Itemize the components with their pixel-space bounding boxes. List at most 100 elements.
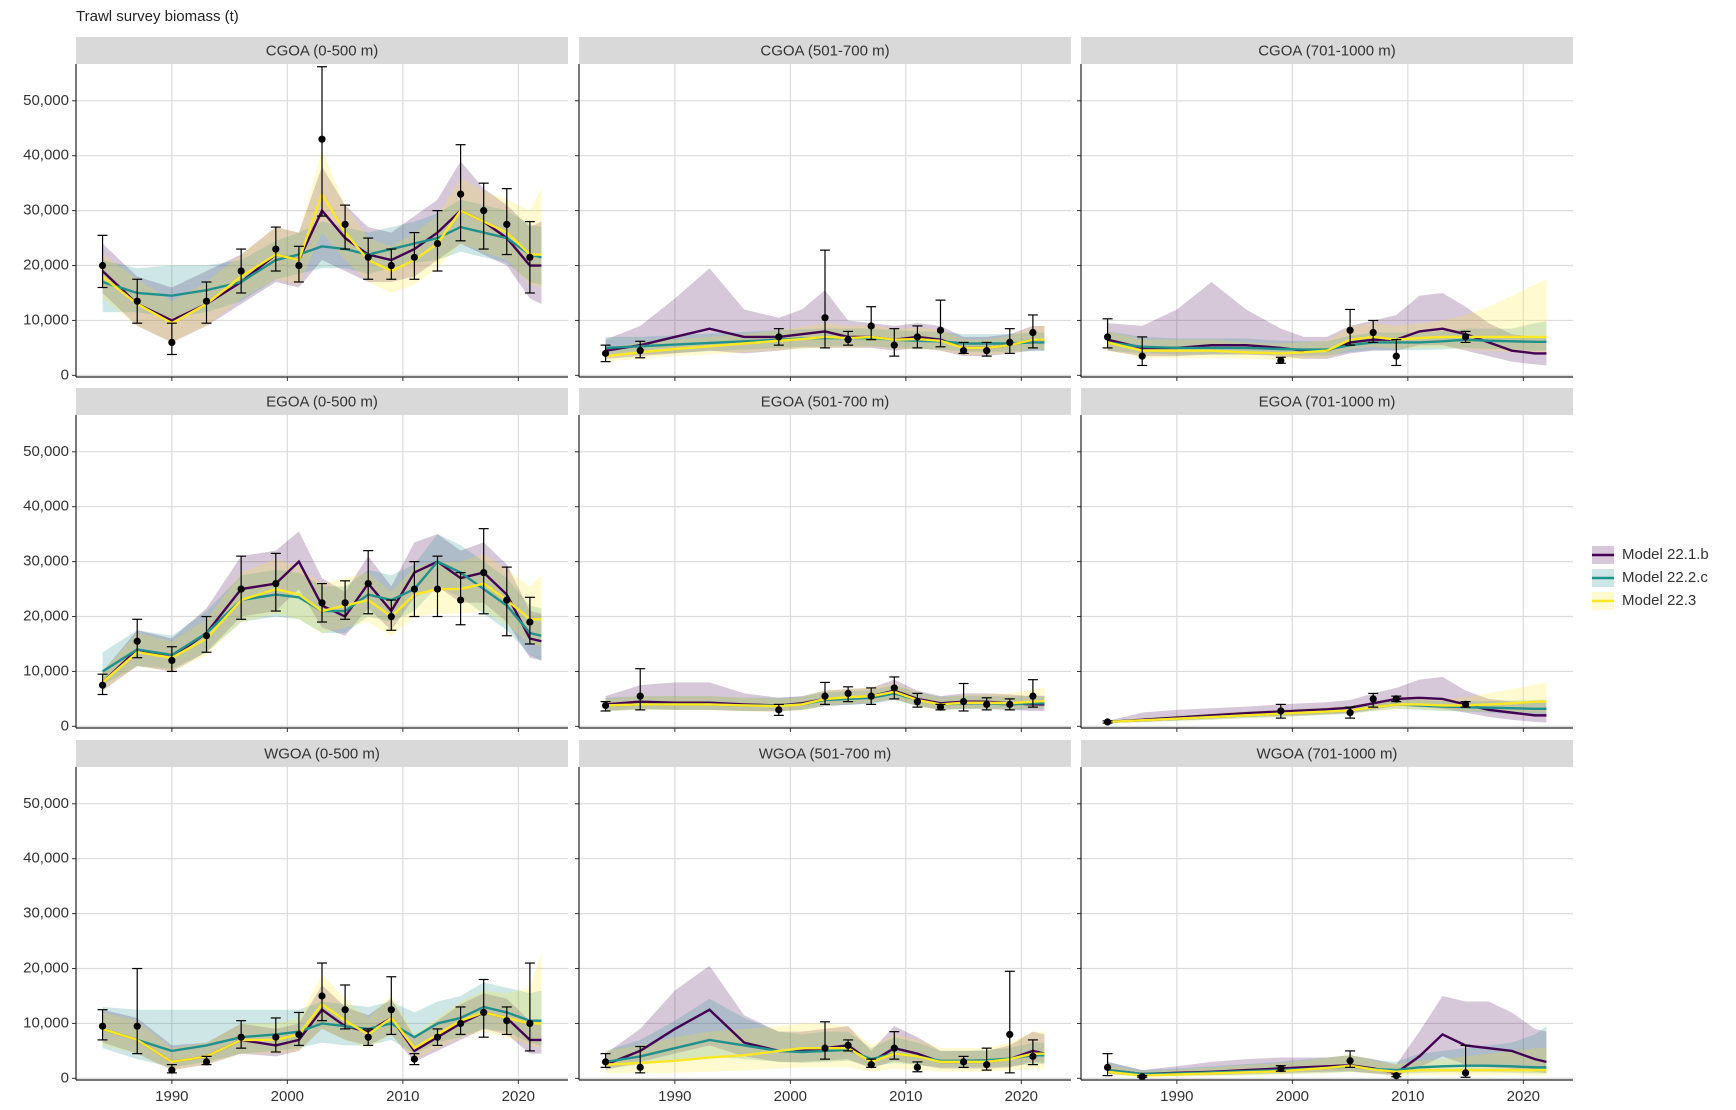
- y-tick-label: 0: [61, 717, 69, 734]
- model-line: [101, 191, 542, 325]
- ribbon: [1107, 676, 1547, 724]
- error-bar: [1004, 970, 1015, 1074]
- observed-point: [364, 253, 372, 261]
- observed-point: [844, 336, 852, 344]
- y-tick-label: 40,000: [23, 147, 69, 164]
- ribbon: [1107, 995, 1547, 1077]
- observed-point: [601, 701, 610, 710]
- strip-label: EGOA (0-500 m): [266, 393, 378, 410]
- chart-title: Trawl survey biomass (t): [76, 8, 239, 25]
- strip: [579, 740, 1071, 767]
- y-tick-label: 0: [61, 366, 69, 383]
- y-tick-label: 40,000: [23, 850, 69, 867]
- observed-point: [202, 1058, 211, 1066]
- observed-point: [410, 1055, 418, 1063]
- strip: [76, 388, 568, 415]
- observed-point: [821, 692, 829, 700]
- y-tick-label: 10,000: [23, 1014, 69, 1031]
- strip: [1081, 740, 1573, 767]
- x-tick-label: 2020: [502, 1088, 535, 1105]
- observed-point: [1103, 1063, 1112, 1071]
- ribbon: [1107, 1026, 1547, 1077]
- ribbon: [102, 982, 542, 1068]
- strip-label: CGOA (501-700 m): [760, 42, 889, 59]
- observed-point: [636, 692, 644, 700]
- observed-point: [318, 135, 326, 143]
- model-line: [1107, 700, 1547, 724]
- model-line: [102, 225, 542, 297]
- model-line: [102, 1002, 542, 1064]
- observed-point: [456, 1019, 465, 1028]
- panel: WGOA (701-1000 m) 1990 2000 2010 2020: [1077, 740, 1573, 1105]
- observed-point: [168, 1066, 176, 1074]
- observed-point: [1369, 695, 1377, 703]
- observed-point: [821, 314, 829, 322]
- observed-point: [959, 698, 968, 706]
- y-tick-label: 20,000: [23, 256, 69, 273]
- observed-point: [168, 656, 176, 665]
- observed-point: [295, 1030, 303, 1039]
- observed-point: [364, 1033, 372, 1041]
- observed-point: [202, 632, 211, 640]
- observed-point: [1392, 695, 1400, 703]
- observed-point: [1103, 333, 1112, 341]
- observed-point: [133, 297, 141, 305]
- ribbon: [605, 965, 1045, 1071]
- model-line: [605, 335, 1045, 358]
- observed-point: [341, 599, 349, 607]
- strip: [579, 388, 1071, 415]
- error-bar: [317, 962, 327, 1022]
- x-tick-label: 2020: [1005, 1088, 1038, 1105]
- observed-point: [1277, 707, 1285, 715]
- panel: CGOA (701-1000 m): [1077, 37, 1573, 381]
- observed-point: [844, 689, 852, 698]
- observed-point: [1006, 1030, 1014, 1039]
- observed-point: [480, 207, 488, 215]
- y-tick-label: 30,000: [23, 553, 69, 570]
- ribbon: [102, 985, 542, 1071]
- ribbon: [102, 161, 542, 343]
- observed-point: [1029, 692, 1037, 700]
- observed-point: [526, 618, 534, 626]
- model-line: [1107, 327, 1547, 355]
- observed-point: [1461, 700, 1470, 708]
- observed-point: [1029, 328, 1037, 337]
- observed-point: [1461, 333, 1470, 341]
- observed-point: [433, 239, 442, 248]
- panel: EGOA (701-1000 m): [1077, 388, 1573, 732]
- error-bar: [935, 299, 946, 348]
- observed-point: [636, 347, 644, 355]
- observed-point: [959, 1058, 968, 1066]
- y-tick-label: 0: [61, 1069, 69, 1086]
- strip-label: WGOA (701-1000 m): [1257, 745, 1398, 762]
- panel: CGOA (0-500 m) 0 10,000 20,000 30,000 40,000 5…: [23, 37, 568, 383]
- observed-point: [913, 333, 921, 341]
- error-bar: [386, 976, 397, 1036]
- observed-point: [1346, 1057, 1354, 1065]
- observed-point: [410, 253, 418, 261]
- observed-point: [959, 347, 968, 355]
- observed-point: [775, 706, 783, 714]
- observed-point: [936, 326, 945, 334]
- observed-point: [526, 253, 534, 261]
- error-bar: [635, 668, 646, 711]
- observed-point: [295, 261, 303, 270]
- strip-label: WGOA (501-700 m): [759, 745, 892, 762]
- observed-point: [503, 596, 511, 604]
- x-tick-label: 1990: [155, 1088, 188, 1105]
- observed-point: [456, 596, 465, 604]
- error-bar: [1137, 336, 1148, 367]
- observed-point: [936, 703, 945, 711]
- model-line: [1107, 1064, 1547, 1077]
- error-bar: [1027, 1039, 1038, 1066]
- model-line: [605, 1046, 1045, 1066]
- error-bar: [478, 182, 489, 250]
- panel-background: [76, 767, 568, 1080]
- strip: [1081, 37, 1573, 64]
- y-tick-label: 20,000: [23, 607, 69, 624]
- observed-point: [480, 568, 488, 577]
- error-bar: [820, 249, 830, 349]
- observed-point: [983, 1061, 991, 1069]
- observed-point: [168, 338, 176, 347]
- strip: [76, 37, 568, 64]
